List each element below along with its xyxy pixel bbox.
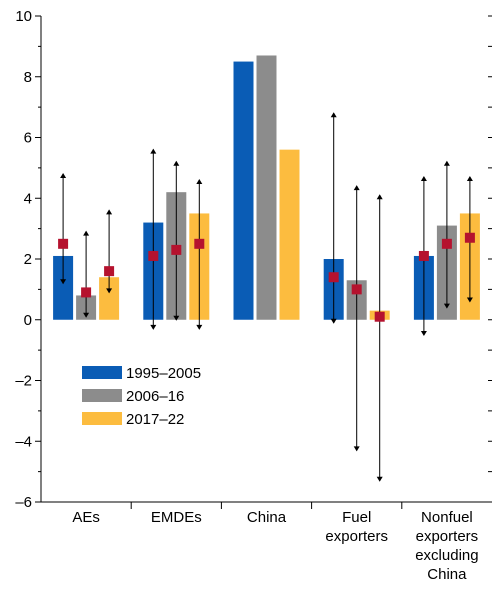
legend-swatch [82,366,122,379]
range-cap-top [466,175,473,181]
median-marker [351,284,362,295]
y-tick-label: –6 [15,494,32,511]
category-label: AEs [72,509,100,526]
median-marker [441,238,452,249]
category-label: China [427,566,467,583]
y-tick-label: 6 [24,130,32,147]
range-cap-bottom [330,318,337,324]
median-marker [418,250,429,261]
range-cap-bottom [60,279,67,285]
y-tick-label: –2 [15,373,32,390]
legend: 1995–2005 2006–16 2017–22 [82,365,201,428]
range-cap-bottom [376,476,383,482]
range-cap-bottom [443,303,450,309]
legend-label: 1995–2005 [126,365,201,382]
legend-swatch [82,412,122,425]
category-label: China [247,509,287,526]
legend-swatch [82,389,122,402]
legend-label: 2017–22 [126,411,184,428]
median-marker [171,244,182,255]
category-label: Fuel [342,509,371,526]
y-tick-label: 10 [15,8,32,25]
bar [99,277,120,320]
range-cap-top [196,179,203,185]
range-cap-top [353,185,360,191]
range-cap-top [443,160,450,166]
category-label: exporters [416,528,479,545]
range-cap-bottom [196,324,203,330]
range-cap-bottom [173,315,180,321]
median-marker [374,311,385,322]
range-cap-top [83,230,90,236]
bar [256,55,277,320]
category-label: Nonfuel [421,509,473,526]
range-cap-bottom [353,446,360,452]
median-marker [81,287,92,298]
bars [53,55,480,320]
y-tick-label: –4 [15,433,32,450]
legend-label: 2006–16 [126,388,184,405]
y-tick-label: 0 [24,312,32,329]
median-marker [58,238,69,249]
range-cap-top [150,148,157,154]
range-cap-top [376,194,383,200]
median-marker [104,266,115,277]
range-cap-bottom [150,324,157,330]
range-cap-bottom [466,297,473,303]
median-marker [328,272,339,283]
y-tick-label: 2 [24,251,32,268]
median-marker [194,238,205,249]
y-axis: 10 8 6 4 2 0 –2 –4 –6 [15,8,492,511]
range-cap-top [173,160,180,166]
category-label: exporters [325,528,388,545]
category-label: EMDEs [151,509,202,526]
median-marker [148,250,159,261]
range-cap-top [106,209,113,215]
category-label: excluding [415,547,478,564]
bar [53,255,74,320]
bar [233,61,254,320]
whiskers [58,112,475,482]
range-cap-bottom [83,312,90,318]
range-cap-top [60,172,67,178]
bar [279,149,300,320]
x-axis: AEs EMDEs China Fuel exporters Nonfuel exporte… [41,501,492,583]
range-cap-top [330,112,337,118]
median-marker [464,232,475,243]
range-cap-top [420,175,427,181]
y-tick-label: 4 [24,190,32,207]
y-tick-label: 8 [24,69,32,86]
range-cap-bottom [106,288,113,294]
range-cap-bottom [420,330,427,336]
